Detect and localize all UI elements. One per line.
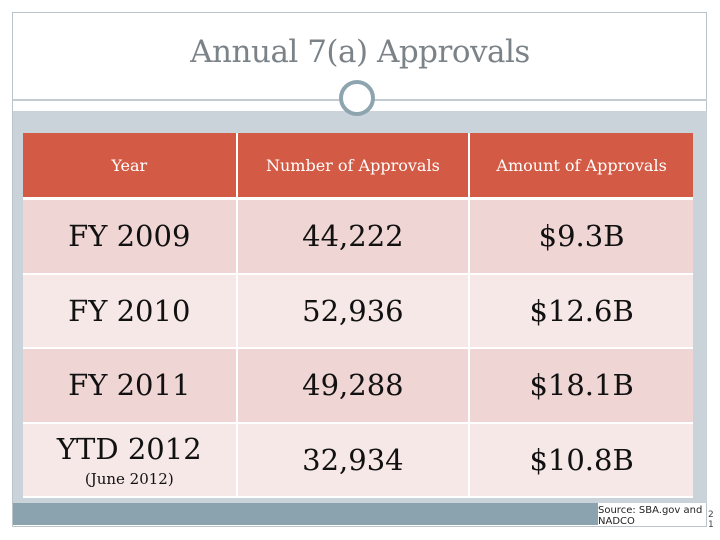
cell-number: 44,222 [237, 200, 471, 275]
source-note: Source: SBA.gov and NADCO [598, 505, 703, 527]
cell-year: FY 2010 [23, 274, 238, 349]
slide-title: Annual 7(a) Approvals [190, 34, 530, 70]
table-header-row: Year Number of Approvals Amount of Appro… [23, 133, 693, 200]
cell-year: FY 2009 [23, 200, 238, 275]
approvals-table: Year Number of Approvals Amount of Appro… [23, 133, 693, 498]
page-number: 21 [708, 510, 714, 530]
cell-year: YTD 2012 (June 2012) [23, 423, 238, 498]
circle-ornament-icon [339, 80, 375, 116]
header-number-of-approvals: Number of Approvals [237, 133, 471, 200]
cell-number: 52,936 [237, 274, 471, 349]
cell-amount: $10.8B [470, 423, 693, 498]
table-row: FY 2009 44,222 $9.3B [23, 200, 693, 275]
cell-number: 32,934 [237, 423, 471, 498]
cell-year: FY 2011 [23, 349, 238, 424]
year-label: YTD 2012 [56, 431, 202, 466]
cell-amount: $9.3B [470, 200, 693, 275]
cell-amount: $18.1B [470, 349, 693, 424]
header-amount-of-approvals: Amount of Approvals [470, 133, 693, 200]
cell-amount: $12.6B [470, 274, 693, 349]
year-note: (June 2012) [84, 469, 174, 488]
table-row: FY 2011 49,288 $18.1B [23, 349, 693, 424]
header-year: Year [23, 133, 238, 200]
footer-bar [13, 503, 598, 525]
table-row: FY 2010 52,936 $12.6B [23, 274, 693, 349]
cell-number: 49,288 [237, 349, 471, 424]
table-row: YTD 2012 (June 2012) 32,934 $10.8B [23, 423, 693, 498]
